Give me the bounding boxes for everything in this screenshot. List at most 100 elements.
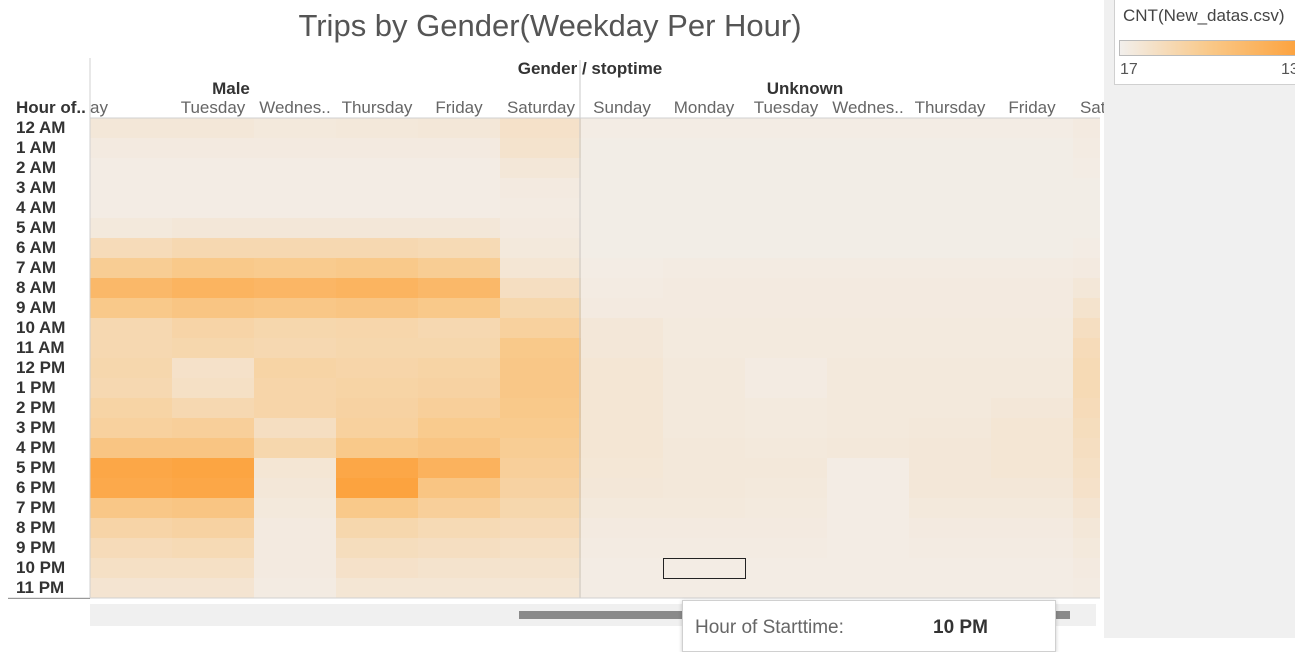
heatmap-cell[interactable] [663, 398, 745, 418]
heatmap-cell[interactable] [172, 398, 254, 418]
heatmap-cell[interactable] [500, 458, 582, 478]
heatmap-cell[interactable] [418, 318, 500, 338]
heatmap-cell[interactable] [90, 458, 172, 478]
heatmap-cell[interactable] [90, 498, 172, 518]
heatmap-cell[interactable] [745, 158, 827, 178]
heatmap-cell[interactable] [827, 458, 909, 478]
heatmap-cell[interactable] [663, 318, 745, 338]
heatmap-cell[interactable] [581, 438, 663, 458]
heatmap-cell[interactable] [663, 438, 745, 458]
heatmap-cell[interactable] [745, 438, 827, 458]
heatmap-cell[interactable] [663, 478, 745, 498]
heatmap-cell[interactable] [90, 338, 172, 358]
heatmap-cell[interactable] [418, 358, 500, 378]
heatmap-cell[interactable] [745, 258, 827, 278]
heatmap-cell[interactable] [991, 418, 1073, 438]
heatmap-cell[interactable] [336, 458, 418, 478]
heatmap-cell[interactable] [254, 458, 336, 478]
heatmap-cell[interactable] [1073, 478, 1100, 498]
heatmap-cell[interactable] [336, 518, 418, 538]
heatmap-cell[interactable] [500, 138, 582, 158]
heatmap-cell[interactable] [991, 458, 1073, 478]
heatmap-cell[interactable] [172, 478, 254, 498]
heatmap-cell[interactable] [827, 538, 909, 558]
heatmap-cell[interactable] [1073, 518, 1100, 538]
heatmap-cell[interactable] [991, 338, 1073, 358]
heatmap-cell[interactable] [745, 458, 827, 478]
heatmap-cell[interactable] [418, 378, 500, 398]
heatmap-cell[interactable] [1073, 258, 1100, 278]
heatmap-cell[interactable] [336, 218, 418, 238]
heatmap-cell[interactable] [254, 318, 336, 338]
heatmap-cell[interactable] [909, 478, 991, 498]
heatmap-cell[interactable] [663, 258, 745, 278]
heatmap-cell[interactable] [1073, 138, 1100, 158]
heatmap-cell[interactable] [581, 418, 663, 438]
heatmap-cell[interactable] [254, 438, 336, 458]
heatmap-cell[interactable] [663, 278, 745, 298]
heatmap-cell[interactable] [336, 118, 418, 138]
heatmap-cell[interactable] [336, 138, 418, 158]
heatmap-cell[interactable] [1073, 558, 1100, 578]
heatmap-cell[interactable] [418, 558, 500, 578]
heatmap-cell[interactable] [172, 538, 254, 558]
heatmap-cell[interactable] [581, 398, 663, 418]
heatmap-cell[interactable] [1073, 398, 1100, 418]
heatmap-cell[interactable] [1073, 438, 1100, 458]
heatmap-cell[interactable] [991, 378, 1073, 398]
heatmap-cell[interactable] [254, 278, 336, 298]
heatmap-cell[interactable] [500, 218, 582, 238]
heatmap-cell[interactable] [827, 118, 909, 138]
heatmap-cell[interactable] [581, 558, 663, 578]
heatmap-cell[interactable] [254, 138, 336, 158]
heatmap-cell[interactable] [254, 518, 336, 538]
heatmap-cell[interactable] [418, 518, 500, 538]
heatmap-cell[interactable] [909, 378, 991, 398]
heatmap-cell[interactable] [1073, 278, 1100, 298]
heatmap-cell[interactable] [581, 198, 663, 218]
heatmap-cell[interactable] [909, 318, 991, 338]
heatmap-cell[interactable] [745, 138, 827, 158]
heatmap-cell[interactable] [991, 478, 1073, 498]
heatmap-cell[interactable] [336, 438, 418, 458]
heatmap-cell[interactable] [663, 458, 745, 478]
heatmap-cell[interactable] [663, 158, 745, 178]
heatmap-cell[interactable] [90, 318, 172, 338]
heatmap-cell[interactable] [1073, 578, 1100, 598]
heatmap-cell[interactable] [336, 238, 418, 258]
heatmap-cell[interactable] [90, 558, 172, 578]
heatmap-cell[interactable] [254, 258, 336, 278]
heatmap-cell[interactable] [1073, 298, 1100, 318]
heatmap-cell[interactable] [827, 498, 909, 518]
heatmap-cell[interactable] [172, 438, 254, 458]
heatmap-cell[interactable] [991, 298, 1073, 318]
heatmap-cell[interactable] [500, 438, 582, 458]
heatmap-cell[interactable] [745, 218, 827, 238]
heatmap-cell[interactable] [991, 398, 1073, 418]
heatmap-cell[interactable] [254, 118, 336, 138]
heatmap-cell[interactable] [500, 378, 582, 398]
heatmap-cell[interactable] [172, 218, 254, 238]
heatmap-cell[interactable] [90, 218, 172, 238]
heatmap-cell[interactable] [909, 358, 991, 378]
heatmap-cell[interactable] [336, 258, 418, 278]
heatmap-cell[interactable] [827, 278, 909, 298]
heatmap-cell[interactable] [90, 418, 172, 438]
heatmap-cell[interactable] [1073, 198, 1100, 218]
heatmap-cell[interactable] [418, 478, 500, 498]
heatmap-cell[interactable] [663, 578, 745, 598]
heatmap-cell[interactable] [254, 418, 336, 438]
heatmap-cell[interactable] [745, 198, 827, 218]
heatmap-cell[interactable] [663, 238, 745, 258]
heatmap-cell[interactable] [663, 418, 745, 438]
heatmap-cell[interactable] [745, 558, 827, 578]
heatmap-cell[interactable] [336, 198, 418, 218]
heatmap-cell[interactable] [909, 538, 991, 558]
heatmap-cell[interactable] [90, 238, 172, 258]
heatmap-cell[interactable] [909, 118, 991, 138]
heatmap-cell[interactable] [827, 218, 909, 238]
heatmap-cell[interactable] [827, 398, 909, 418]
heatmap-cell[interactable] [1073, 498, 1100, 518]
heatmap-cell[interactable] [254, 238, 336, 258]
heatmap-cell[interactable] [336, 538, 418, 558]
